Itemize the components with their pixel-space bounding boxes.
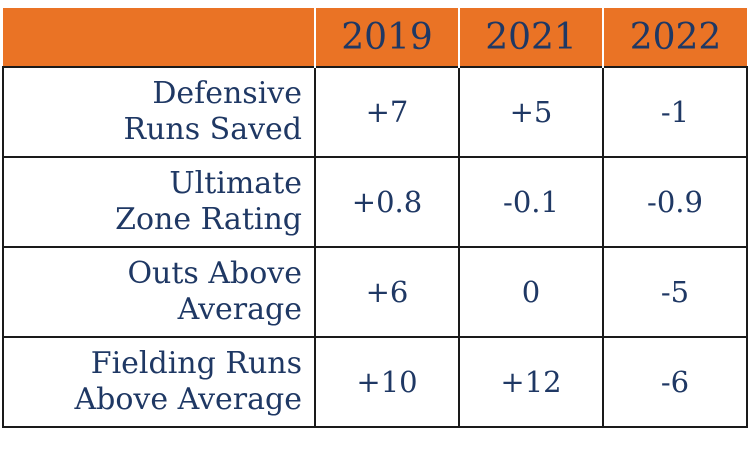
- value-cell: +7: [314, 66, 460, 158]
- row-label-line: Defensive: [152, 76, 302, 111]
- header-corner-cell: [3, 8, 316, 67]
- row-label-fielding-runs-above-average: Fielding Runs Above Average: [2, 336, 316, 428]
- table-row: Outs Above Average +6 0 -5: [2, 246, 748, 338]
- value-cell: -6: [602, 336, 748, 428]
- value-cell: +12: [458, 336, 604, 428]
- table-row: Defensive Runs Saved +7 +5 -1: [2, 66, 748, 158]
- value-cell: -0.9: [602, 156, 748, 248]
- value-cell: -5: [602, 246, 748, 338]
- value-cell: 0: [458, 246, 604, 338]
- value-cell: +10: [314, 336, 460, 428]
- row-label-line: Above Average: [74, 382, 302, 417]
- row-label-line: Outs Above: [127, 256, 302, 291]
- table-header: 2019 2021 2022: [3, 8, 747, 67]
- row-label-line: Runs Saved: [123, 112, 302, 147]
- header-year-2022: 2022: [603, 8, 747, 67]
- row-label-ultimate-zone-rating: Ultimate Zone Rating: [2, 156, 316, 248]
- header-year-2021: 2021: [459, 8, 604, 67]
- row-label-defensive-runs-saved: Defensive Runs Saved: [2, 66, 316, 158]
- header-row: 2019 2021 2022: [3, 8, 747, 67]
- header-year-2019: 2019: [315, 8, 460, 67]
- row-label-line: Fielding Runs: [90, 346, 302, 381]
- value-cell: -1: [602, 66, 748, 158]
- row-label-line: Zone Rating: [115, 202, 302, 237]
- value-cell: +0.8: [314, 156, 460, 248]
- row-label-outs-above-average: Outs Above Average: [2, 246, 316, 338]
- table-row: Fielding Runs Above Average +10 +12 -6: [2, 336, 748, 428]
- table-body: Defensive Runs Saved +7 +5 -1 Ultimate Z…: [2, 66, 748, 428]
- value-cell: +6: [314, 246, 460, 338]
- row-label-line: Average: [177, 292, 302, 327]
- value-cell: +5: [458, 66, 604, 158]
- table-row: Ultimate Zone Rating +0.8 -0.1 -0.9: [2, 156, 748, 248]
- fielding-stats-table: 2019 2021 2022 Defensive Runs Saved +7 +…: [2, 8, 748, 428]
- value-cell: -0.1: [458, 156, 604, 248]
- row-label-line: Ultimate: [169, 166, 302, 201]
